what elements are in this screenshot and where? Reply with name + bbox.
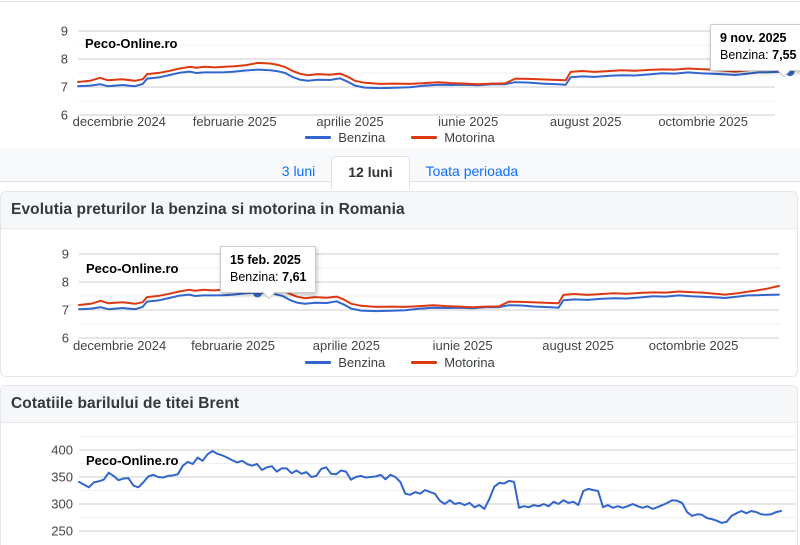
legend-label: Benzina: [338, 129, 386, 145]
fuel-card-header: Evolutia preturilor la benzina si motori…: [1, 192, 797, 229]
tooltip-date: 15 feb. 2025: [230, 253, 301, 267]
y-axis-labels: 9 8 7 6: [62, 247, 69, 346]
chart-legend: Benzina Motorina: [1, 355, 799, 370]
tab-toata-perioada[interactable]: Toata perioada: [425, 163, 519, 179]
x-tick-label: decembrie 2024: [73, 338, 166, 353]
motorina-series-line: [78, 284, 780, 309]
x-tick-label: august 2025: [550, 114, 622, 129]
x-tick-label: august 2025: [542, 338, 614, 353]
tooltip-series: Benzina:: [720, 48, 769, 62]
tooltip-series: Benzina:: [230, 270, 279, 284]
benzina-line-swatch: [305, 360, 332, 364]
x-tick-label: februarie 2025: [193, 114, 277, 129]
y-tick-label: 250: [51, 524, 73, 537]
y-axis-labels: 9 8 7 6: [61, 24, 68, 123]
legend-item-benzina: Benzina: [305, 130, 385, 145]
legend-item-benzina: Benzina: [305, 355, 385, 370]
tooltip-value: 7,61: [282, 270, 307, 284]
brent-chart[interactable]: 400 350 300 250 Peco-Online.ro: [1, 423, 799, 536]
y-tick-label: 300: [51, 497, 73, 512]
fuel-12m-main-svg: 9 8 7 6 decembrie 2024 februarie 2025 aprilie …: [62, 247, 780, 353]
brent-card-header: Cotatiile barilului de titei Brent: [1, 386, 797, 423]
tab-3-luni[interactable]: 3 luni: [281, 163, 316, 179]
fuel-heading: Evolutia preturilor la benzina si motori…: [11, 201, 405, 218]
x-tick-label: aprilie 2025: [316, 114, 383, 129]
brand-watermark: Peco-Online.ro: [86, 453, 179, 468]
brent-svg: 400 350 300 250: [51, 436, 796, 537]
legend-item-motorina: Motorina: [411, 355, 495, 370]
x-tick-label: octombrie 2025: [658, 114, 748, 129]
y-tick-label: 400: [51, 443, 73, 458]
benzina-series-line: [77, 68, 791, 90]
motorina-line-swatch: [411, 135, 438, 139]
x-axis-labels: decembrie 2024 februarie 2025 aprilie 2025…: [73, 338, 738, 353]
y-tick-label: 7: [61, 80, 68, 95]
y-tick-label: 350: [51, 470, 73, 485]
x-tick-label: iunie 2025: [433, 338, 493, 353]
fuel-price-chart-main[interactable]: 9 8 7 6 decembrie 2024 februarie 2025 aprilie …: [1, 229, 799, 379]
legend-item-motorina: Motorina: [411, 130, 495, 145]
y-tick-label: 8: [62, 275, 69, 290]
legend-label: Motorina: [444, 129, 495, 145]
fuel-12m-top-svg: 9 8 7 6 decembrie 2024 februarie 2025 aprilie …: [61, 24, 795, 129]
chart-legend: Benzina Motorina: [0, 130, 800, 145]
brand-watermark: Peco-Online.ro: [86, 261, 179, 276]
legend-label: Motorina: [444, 354, 495, 370]
motorina-series-line: [77, 61, 791, 86]
y-tick-label: 9: [61, 24, 68, 39]
y-tick-label: 6: [62, 331, 69, 346]
chart-tooltip: 9 nov. 2025 Benzina: 7,55: [710, 24, 800, 78]
y-tick-label: 6: [61, 108, 68, 123]
period-tabs: 3 luni 12 luni Toata perioada: [0, 148, 800, 189]
y-tick-label: 7: [62, 303, 69, 318]
brand-watermark: Peco-Online.ro: [85, 36, 178, 51]
brent-card: Cotatiile barilului de titei Brent 400 35…: [0, 385, 798, 545]
top-divider: [0, 1, 800, 2]
y-axis-labels: 400 350 300 250: [51, 443, 73, 537]
legend-label: Benzina: [338, 354, 386, 370]
x-axis-labels: decembrie 2024 februarie 2025 aprilie 2025…: [73, 114, 748, 129]
x-tick-label: aprilie 2025: [313, 338, 380, 353]
major-gridlines: [79, 253, 779, 339]
tab-12-luni[interactable]: 12 luni: [331, 156, 410, 189]
brent-series-line: [78, 450, 782, 524]
benzina-series-line: [78, 291, 780, 313]
benzina-line-swatch: [305, 135, 332, 139]
minor-gridlines: [79, 436, 796, 518]
y-tick-label: 8: [61, 52, 68, 67]
brent-heading: Cotatiile barilului de titei Brent: [11, 395, 240, 412]
chart-tooltip: 15 feb. 2025 Benzina: 7,61: [220, 246, 317, 300]
major-gridlines: [79, 449, 796, 532]
motorina-line-swatch: [411, 360, 438, 364]
tooltip-date: 9 nov. 2025: [720, 31, 787, 45]
fuel-evolution-card: Evolutia preturilor la benzina si motori…: [0, 191, 798, 377]
x-tick-label: iunie 2025: [438, 114, 498, 129]
x-tick-label: decembrie 2024: [73, 114, 166, 129]
x-tick-label: octombrie 2025: [649, 338, 739, 353]
fuel-price-chart-top[interactable]: 9 8 7 6 decembrie 2024 februarie 2025 aprilie …: [0, 2, 800, 148]
major-gridlines: [78, 30, 775, 116]
y-tick-label: 9: [62, 247, 69, 262]
tooltip-value: 7,55: [772, 48, 797, 62]
x-tick-label: februarie 2025: [191, 338, 275, 353]
